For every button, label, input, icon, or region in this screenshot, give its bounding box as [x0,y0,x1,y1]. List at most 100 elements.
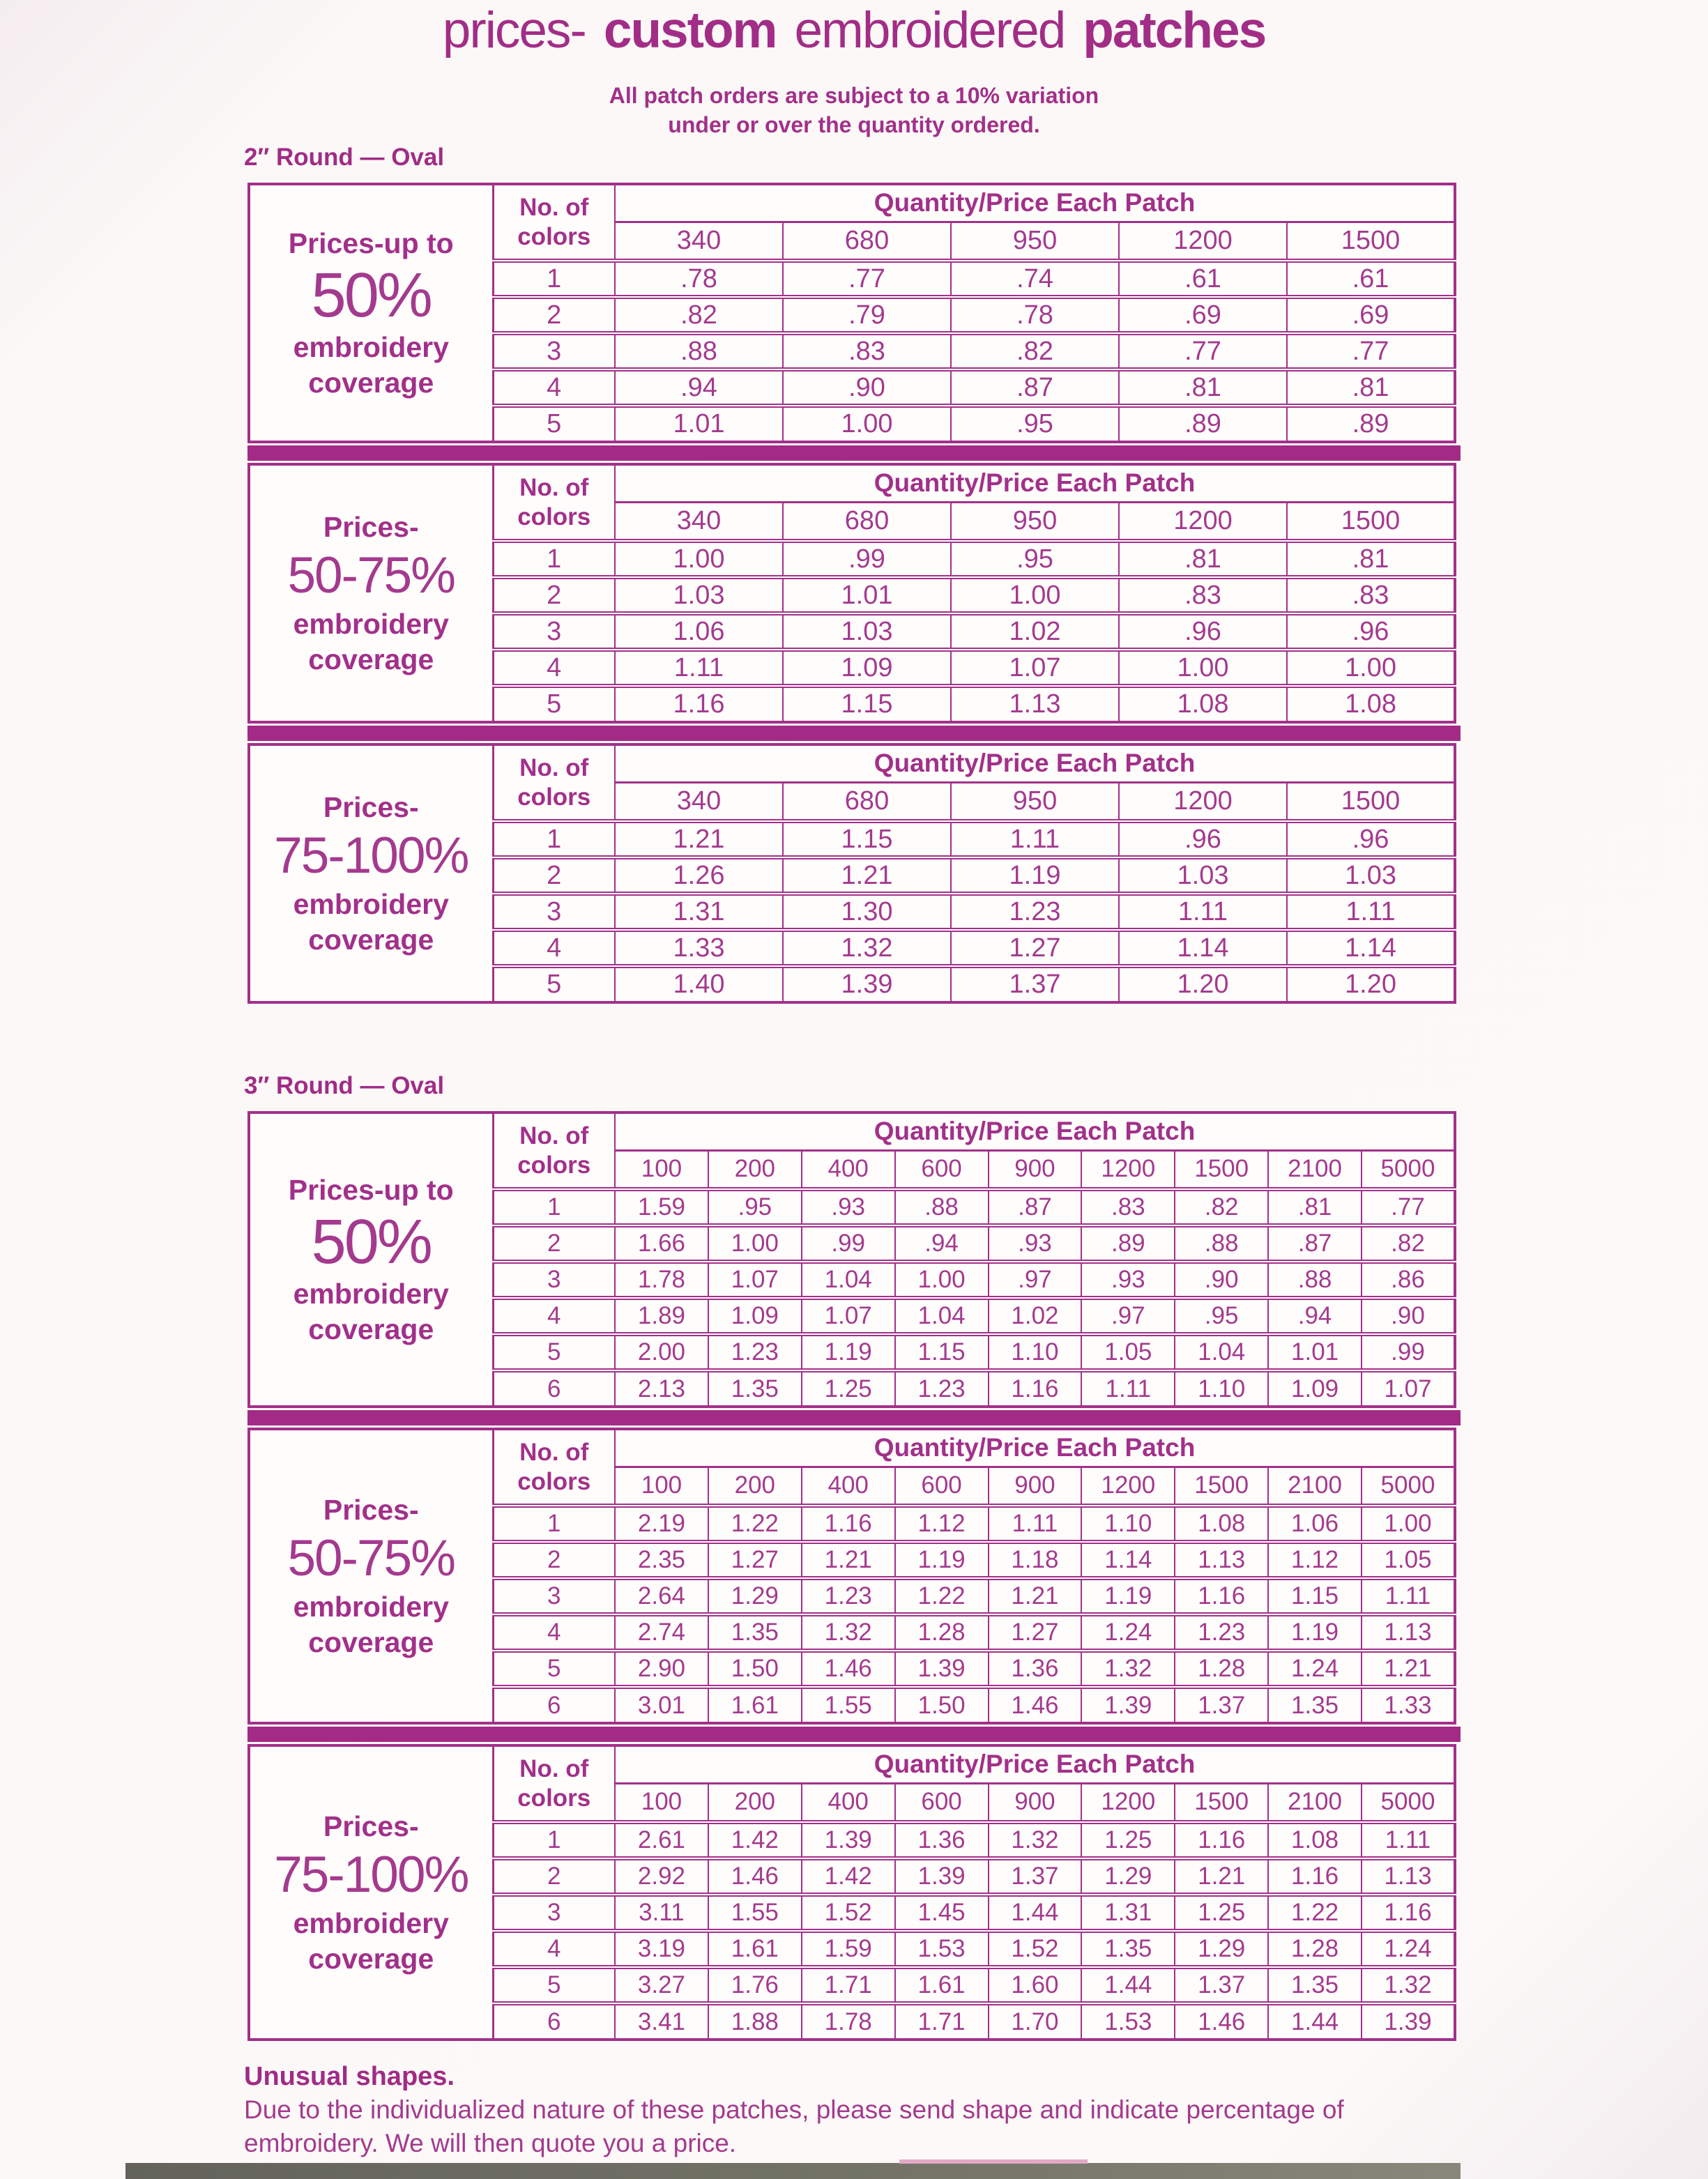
price-cell: 2.74 [614,1614,709,1653]
price-cell: 3.27 [614,1967,709,2005]
price-cell: .94 [614,369,784,408]
price-cell: 1.09 [782,650,952,688]
table-row: 5 1.40 1.39 1.37 1.20 1.20 [249,966,1456,1002]
colors-count-cell: 1 [492,1822,616,1860]
price-cell: 1.15 [894,1334,989,1373]
table-row: 3 3.11 1.55 1.52 1.45 1.44 1.31 1.25 1.22 1.16 [249,1895,1456,1933]
quantity-header-cell: 2100 [1267,1467,1362,1508]
price-cell: 1.06 [614,613,784,652]
price-cell: 1.25 [1174,1895,1269,1933]
price-cell: 2.35 [614,1542,709,1580]
table-row: 3 1.31 1.30 1.23 1.11 1.11 [249,894,1456,932]
price-cell: 1.02 [950,613,1120,652]
quantity-header-cell: 100 [614,1467,709,1508]
price-cell: 1.36 [987,1651,1083,1689]
price-cell: 1.11 [1361,1822,1456,1860]
quantity-header-cell: 1500 [1286,222,1456,263]
price-cell: .90 [782,369,952,408]
colors-count-cell: 6 [492,1370,616,1407]
price-cell: 1.08 [1174,1506,1269,1544]
price-cell: 1.15 [782,821,952,859]
price-cell: .82 [1361,1225,1456,1264]
coverage-prefix: Prices-up to [288,1174,454,1206]
price-cell: 1.55 [707,1895,802,1933]
price-cell: 1.32 [782,930,952,968]
coverage-label: Prices- 50-75% embroidery coverage [248,464,494,722]
coverage-suffix-line2: coverage [308,643,434,675]
price-cell: 1.11 [1081,1370,1176,1407]
price-cell: 1.07 [950,650,1120,688]
price-cell: 1.32 [1081,1651,1176,1689]
price-cell: 1.29 [1174,1931,1269,1969]
price-cell: 1.08 [1286,686,1456,722]
price-cell: .89 [1081,1225,1176,1264]
price-cell: 1.14 [1286,930,1456,968]
price-cell: 1.00 [782,406,952,442]
price-cell: .81 [1118,369,1288,408]
price-cell: 1.35 [707,1370,802,1407]
table-row: 6 3.01 1.61 1.55 1.50 1.46 1.39 1.37 1.35 1.33 [249,1687,1456,1723]
price-table: Prices- 50-75% embroidery coverage No. of co… [247,1428,1456,1725]
price-cell: .99 [782,541,952,579]
price-cell: 1.70 [987,2003,1083,2040]
price-cell: 1.10 [987,1334,1083,1373]
price-cell: 1.37 [1174,1967,1269,2005]
table-row: 3 2.64 1.29 1.23 1.22 1.21 1.19 1.16 1.15 1.11 [249,1578,1456,1616]
quantity-header-cell: 680 [782,222,952,263]
price-cell: 1.33 [614,930,784,968]
price-cell: 1.61 [894,1967,989,2005]
quantity-header-cell: 1500 [1174,1783,1269,1824]
colors-header: No. of colors [492,1745,616,1824]
coverage-percent: 50% [311,261,433,330]
quantity-price-header: Quantity/Price Each Patch [614,1429,1456,1468]
price-cell: 1.19 [894,1542,989,1580]
price-cell: 1.42 [800,1858,896,1897]
quantity-header-cell: 950 [950,502,1120,543]
price-cell: 1.21 [1174,1858,1269,1897]
price-cell: 1.42 [707,1822,802,1860]
price-cell: 1.20 [1118,966,1288,1002]
price-cell: 1.53 [894,1931,989,1969]
table-row: 1 1.21 1.15 1.11.96.96 [249,821,1456,859]
price-cell: 1.00 [707,1225,802,1264]
price-cell: 1.71 [894,2003,989,2040]
price-cell: 1.00 [614,541,784,579]
table-separator-band [247,726,1461,741]
quantity-header-cell: 1200 [1118,502,1288,543]
colors-count-cell: 5 [492,406,616,442]
price-cell: .77 [1286,333,1456,372]
coverage-percent: 75-100% [274,1847,469,1903]
order-variation-note-line1: All patch orders are subject to a 10% va… [609,83,1099,108]
quantity-header-cell: 5000 [1361,1150,1456,1191]
price-cell: 1.52 [987,1931,1083,1969]
table-row: 2.82.79.78.69.69 [249,297,1456,335]
price-cell: 1.15 [1267,1578,1362,1616]
price-cell: 1.03 [1118,857,1288,896]
price-cell: 1.04 [894,1298,989,1336]
price-cell: 1.21 [800,1542,896,1580]
table-row: 1 2.19 1.22 1.16 1.12 1.11 1.10 1.08 1.06 1.00 [249,1506,1456,1544]
price-cell: .61 [1286,261,1456,299]
colors-count-cell: 2 [492,1225,616,1264]
price-cell: 1.21 [987,1578,1083,1616]
table-row: 3.88.83.82.77.77 [249,333,1456,372]
price-cell: 1.39 [894,1651,989,1689]
quantity-header-cell: 340 [614,502,784,543]
price-cell: 1.11 [614,650,784,688]
price-cell: 1.21 [782,857,952,896]
coverage-suffix-line1: embroidery [293,331,449,363]
table-separator-band [247,445,1461,461]
price-cell: 1.28 [1174,1651,1269,1689]
quantity-header-cell: 100 [614,1783,709,1824]
price-cell: .83 [1081,1189,1176,1228]
price-cell: 1.23 [800,1578,896,1616]
table-row: 5 2.00 1.23 1.19 1.15 1.10 1.05 1.04 1.01.99 [249,1334,1456,1373]
colors-count-cell: 3 [492,1578,616,1616]
price-cell: .95 [950,541,1120,579]
price-cell: 1.76 [707,1967,802,2005]
section-label-3-inch: 3″ Round — Oval [244,1072,445,1099]
price-cell: .74 [950,261,1120,299]
coverage-suffix-line1: embroidery [293,608,449,640]
price-cell: 2.61 [614,1822,709,1860]
table-row: 1 2.61 1.42 1.39 1.36 1.32 1.25 1.16 1.08 1.11 [249,1822,1456,1860]
